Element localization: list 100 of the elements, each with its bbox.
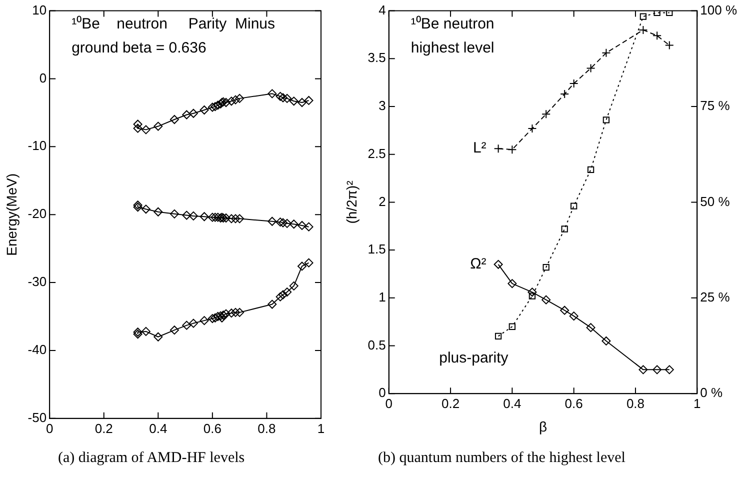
point (542, 110, 551, 119)
point (528, 288, 537, 297)
y2-tick-label: 0 % (700, 385, 723, 400)
x-tick-label: 0.8 (626, 396, 645, 411)
point (569, 312, 578, 321)
point (226, 308, 236, 318)
y-tick-label: 0 (378, 385, 386, 400)
x-tick-label: 0.8 (258, 420, 276, 436)
y-tick-label: 4 (378, 2, 386, 18)
point (298, 220, 306, 230)
x-tick-label: 0.4 (503, 396, 522, 411)
y2-tick-label: 75 % (700, 98, 730, 114)
point (298, 98, 306, 108)
x-tick-label: 0.6 (564, 396, 583, 411)
point (231, 214, 240, 224)
point (652, 31, 662, 40)
y-tick-label: -20 (28, 206, 47, 222)
point (231, 95, 240, 104)
point (210, 313, 220, 322)
point (528, 292, 536, 300)
point (638, 365, 648, 374)
x-tick-label: 1 (694, 396, 701, 411)
y-tick-label: -30 (28, 274, 47, 290)
point (276, 92, 285, 101)
point (213, 312, 222, 321)
point (235, 308, 244, 317)
point (494, 144, 503, 154)
point (222, 98, 231, 108)
y-tick-label: 10 (32, 2, 47, 18)
point (133, 328, 142, 337)
x-tick-label: 0.2 (94, 420, 113, 436)
y-axis-title: (h/2π)² (343, 180, 360, 224)
annotation: ground beta = 0.636 (72, 39, 206, 56)
x-tick-label: 0.6 (203, 420, 222, 436)
y-tick-label: 3.5 (368, 50, 386, 66)
point (188, 108, 198, 118)
point (182, 320, 192, 330)
series-label: Ω² (470, 256, 486, 273)
point (235, 94, 244, 103)
point (494, 332, 502, 340)
point (268, 300, 277, 309)
point (141, 204, 150, 214)
point (188, 211, 198, 220)
point (208, 314, 217, 324)
point (640, 13, 647, 20)
y-tick-label: -10 (28, 138, 47, 154)
point (276, 218, 285, 227)
point (278, 218, 288, 228)
point (268, 216, 277, 226)
y2-tick-label: 100 % (700, 2, 738, 18)
point (133, 330, 142, 339)
x-tick-label: 1 (317, 420, 325, 436)
point (182, 110, 192, 120)
x-tick-label: 0.2 (441, 396, 460, 411)
point (542, 264, 550, 271)
point (508, 323, 516, 330)
point (222, 309, 231, 318)
point (154, 122, 163, 131)
point (570, 202, 578, 210)
point (508, 145, 517, 154)
point (154, 207, 163, 216)
point (304, 258, 314, 268)
point (170, 209, 179, 218)
point (182, 210, 192, 220)
point (133, 200, 142, 210)
point (652, 365, 662, 374)
point (602, 336, 611, 346)
point (188, 318, 198, 328)
point (289, 220, 298, 229)
point (231, 308, 240, 317)
point (289, 281, 298, 290)
annotation: ¹⁰Be neutron (410, 15, 494, 32)
point (282, 218, 292, 228)
point (133, 202, 142, 212)
point (602, 48, 611, 58)
y-tick-label: 1.5 (368, 242, 386, 257)
point (304, 96, 314, 105)
x-axis-title: β (538, 418, 548, 434)
point (210, 212, 220, 222)
point (304, 222, 314, 232)
series-label: plus-parity (439, 349, 509, 366)
point (494, 260, 503, 269)
point (282, 288, 292, 297)
y-axis-title: Energy(MeV) (3, 173, 20, 256)
point (133, 120, 142, 129)
point (268, 89, 277, 98)
point (602, 116, 610, 124)
point (276, 292, 285, 302)
text: (b) quantum numbers of the highest level (378, 450, 626, 467)
point (210, 102, 220, 112)
point (141, 326, 150, 336)
point (289, 96, 298, 106)
y-tick-label: -50 (28, 410, 47, 425)
point (200, 316, 209, 326)
point (542, 295, 551, 304)
point (141, 125, 150, 134)
annotation: ¹⁰Be neutron Parity Minus (72, 15, 276, 32)
point (170, 326, 179, 335)
point (664, 40, 674, 50)
point (586, 323, 596, 332)
